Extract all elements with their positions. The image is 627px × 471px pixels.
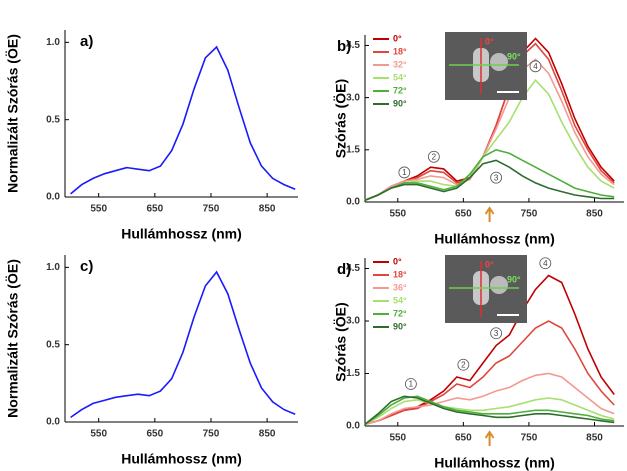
y-tick-label: 0.5 xyxy=(46,114,60,125)
x-axis-label: Hullámhossz (nm) xyxy=(434,455,555,471)
panel: 0.0 1.5 3.0 4.5 550 650 750 850 Hullámhossz (nm)… xyxy=(333,255,624,471)
panel: 0.0 0.5 1.0 550 650 750 850 Hullámhossz (nm) Nor… xyxy=(5,30,298,242)
panel: 0.0 0.5 1.0 550 650 750 850 Hullámhossz (nm) Nor… xyxy=(5,255,298,467)
annotation-circle xyxy=(398,166,411,179)
x-tick-label: 750 xyxy=(203,204,220,215)
x-tick-label: 850 xyxy=(586,433,603,444)
annotation-circle xyxy=(404,378,417,390)
panel-label: a) xyxy=(80,33,93,50)
annotation: 4 xyxy=(533,62,538,71)
line-series xyxy=(70,45,296,195)
legend-label: 54° xyxy=(393,295,407,305)
annotation: 3 xyxy=(494,173,499,182)
y-tick-label: 4.5 xyxy=(346,40,360,51)
x-tick-label: 650 xyxy=(455,433,472,444)
y-tick-label: 4.5 xyxy=(346,263,360,274)
annotation: 1 xyxy=(409,380,414,389)
y-tick-label: 3.0 xyxy=(346,316,360,327)
legend-label: 18° xyxy=(393,46,407,56)
x-tick-label: 550 xyxy=(90,204,107,215)
x-tick-label: 550 xyxy=(90,429,107,440)
y-axis-label: Szórás (ÖE) xyxy=(333,302,349,381)
line-series xyxy=(364,58,615,202)
legend-label: 0° xyxy=(393,256,402,266)
annotation: 2 xyxy=(461,360,466,369)
annotation: 2 xyxy=(432,152,437,161)
line-series xyxy=(364,320,615,426)
x-tick-label: 650 xyxy=(146,429,163,440)
annotation-circle xyxy=(427,150,440,163)
panel-label: d) xyxy=(337,261,351,278)
y-axis-label: Szórás (ÖE) xyxy=(333,79,349,158)
annotation: 1 xyxy=(402,168,407,177)
wavelength-arrow xyxy=(484,206,495,222)
y-tick-label: 0.0 xyxy=(346,421,360,432)
y-tick-label: 1.5 xyxy=(346,144,360,155)
inset-label: 0° xyxy=(485,36,494,46)
wavelength-arrow xyxy=(484,430,495,446)
line-series xyxy=(364,395,615,425)
line-series xyxy=(364,397,615,426)
annotation: 3 xyxy=(494,329,499,338)
x-tick-label: 550 xyxy=(389,433,406,444)
legend-label: 36° xyxy=(393,282,407,292)
y-tick-label: 3.0 xyxy=(346,92,360,103)
annotation-circle xyxy=(490,327,503,340)
line-series xyxy=(364,395,615,425)
annotation-circle xyxy=(490,171,503,184)
x-tick-label: 850 xyxy=(259,429,276,440)
line-series xyxy=(364,372,615,426)
legend-label: 54° xyxy=(393,72,407,82)
line-series xyxy=(364,159,615,202)
inset-label: 0° xyxy=(485,259,494,269)
line-series xyxy=(70,270,296,419)
annotation-circle xyxy=(539,257,552,270)
x-axis-label: Hullámhossz (nm) xyxy=(121,451,242,467)
x-tick-label: 550 xyxy=(389,209,406,220)
particle xyxy=(490,276,508,294)
y-tick-label: 0.0 xyxy=(46,192,60,203)
y-tick-label: 0.5 xyxy=(46,339,60,350)
annotation-circle xyxy=(457,358,470,371)
legend-label: 90° xyxy=(393,98,407,108)
legend-label: 32° xyxy=(393,59,407,69)
y-tick-label: 1.5 xyxy=(346,368,360,379)
x-tick-label: 650 xyxy=(455,209,472,220)
x-tick-label: 650 xyxy=(146,204,163,215)
legend-label: 72° xyxy=(393,85,407,95)
panel-label: c) xyxy=(80,258,93,275)
inset-label: 90° xyxy=(507,51,521,61)
annotation-circle xyxy=(529,60,542,73)
y-tick-label: 0.0 xyxy=(346,197,360,208)
y-axis-label: Normalizált Szórás (ÖE) xyxy=(5,259,21,418)
x-tick-label: 850 xyxy=(259,204,276,215)
x-tick-label: 750 xyxy=(521,209,538,220)
x-tick-label: 750 xyxy=(521,433,538,444)
x-tick-label: 750 xyxy=(203,429,220,440)
inset-label: 90° xyxy=(507,274,521,284)
y-axis-label: Normalizált Szórás (ÖE) xyxy=(5,34,21,193)
line-series xyxy=(364,148,615,202)
panel-label: b) xyxy=(337,38,351,55)
legend-label: 72° xyxy=(393,308,407,318)
y-tick-label: 1.0 xyxy=(46,37,60,48)
x-axis-label: Hullámhossz (nm) xyxy=(434,231,555,247)
y-tick-label: 1.0 xyxy=(46,262,60,273)
y-tick-label: 0.0 xyxy=(46,417,60,428)
legend-label: 18° xyxy=(393,269,407,279)
x-tick-label: 850 xyxy=(586,209,603,220)
panel: 0.0 1.5 3.0 4.5 550 650 750 850 Hullámhossz (nm)… xyxy=(333,32,624,247)
particle xyxy=(490,53,508,71)
legend-label: 90° xyxy=(393,321,407,331)
x-axis-label: Hullámhossz (nm) xyxy=(121,226,242,242)
legend-label: 0° xyxy=(393,33,402,43)
annotation: 4 xyxy=(543,259,548,268)
